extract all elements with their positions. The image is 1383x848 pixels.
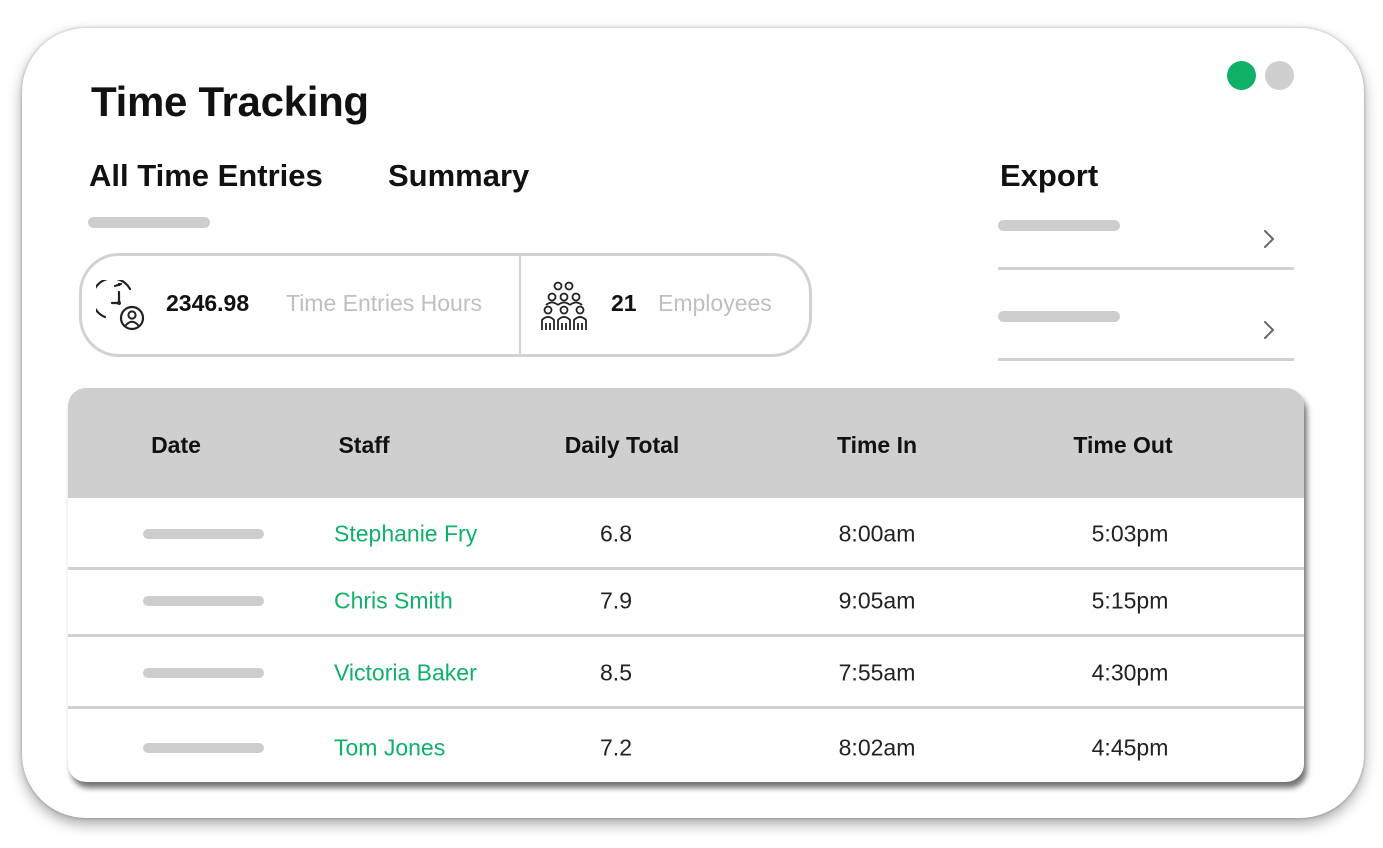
table-row[interactable]: Stephanie Fry 6.8 8:00am 5:03pm: [68, 498, 1304, 570]
daily-total: 8.5: [600, 659, 632, 686]
export-option-placeholder: [998, 311, 1120, 322]
column-header-date[interactable]: Date: [151, 432, 201, 458]
export-divider: [998, 358, 1294, 361]
staff-name[interactable]: Stephanie Fry: [334, 520, 478, 547]
active-tab-indicator: [88, 217, 210, 228]
export-option-placeholder: [998, 220, 1120, 231]
status-dot-active[interactable]: [1227, 61, 1256, 90]
daily-total: 7.2: [600, 734, 632, 761]
hours-label: Time Entries Hours: [286, 290, 482, 316]
time-in: 7:55am: [838, 659, 916, 686]
chevron-right-icon: [1264, 230, 1274, 248]
status-dot-inactive[interactable]: [1265, 61, 1294, 90]
group-icon: [541, 281, 587, 330]
employees-label: Employees: [658, 290, 772, 316]
daily-total: 7.9: [600, 587, 632, 614]
tab-summary[interactable]: Summary: [388, 158, 530, 193]
column-header-time-in[interactable]: Time In: [836, 432, 918, 458]
time-out: 4:30pm: [1091, 659, 1169, 686]
table-row[interactable]: Victoria Baker 8.5 7:55am 4:30pm: [68, 637, 1304, 709]
row-divider: [68, 567, 1304, 570]
export-divider: [998, 267, 1294, 270]
table-row[interactable]: Tom Jones 7.2 8:02am 4:45pm: [68, 712, 1304, 782]
tab-all-time-entries[interactable]: All Time Entries: [89, 158, 323, 193]
column-header-staff[interactable]: Staff: [338, 432, 390, 458]
time-in: 8:00am: [838, 520, 916, 547]
time-entries-table: Date Staff Daily Total Time In Time Out …: [68, 388, 1304, 782]
date-placeholder: [143, 529, 264, 539]
table-header: Date Staff Daily Total Time In Time Out: [68, 388, 1304, 498]
row-divider: [68, 706, 1304, 709]
column-header-time-out[interactable]: Time Out: [1073, 432, 1173, 458]
staff-name[interactable]: Chris Smith: [334, 587, 453, 614]
table-row[interactable]: Chris Smith 7.9 9:05am 5:15pm: [68, 565, 1304, 637]
clock-user-icon: [96, 280, 145, 331]
daily-total: 6.8: [600, 520, 632, 547]
column-header-daily-total[interactable]: Daily Total: [564, 432, 680, 458]
date-placeholder: [143, 596, 264, 606]
stats-panel: 2346.98 Time Entries Hours 21 Employees: [79, 253, 812, 357]
chevron-right-icon: [1264, 321, 1274, 339]
page-title: Time Tracking: [91, 78, 369, 125]
export-option-1[interactable]: [998, 220, 1294, 270]
employees-value: 21: [611, 290, 637, 316]
time-out: 4:45pm: [1091, 734, 1169, 761]
staff-name[interactable]: Victoria Baker: [334, 659, 477, 686]
stats-divider: [519, 256, 521, 354]
date-placeholder: [143, 668, 264, 678]
staff-name[interactable]: Tom Jones: [334, 734, 446, 761]
time-in: 8:02am: [838, 734, 916, 761]
row-divider: [68, 634, 1304, 637]
time-out: 5:15pm: [1091, 587, 1169, 614]
time-in: 9:05am: [838, 587, 916, 614]
hours-value: 2346.98: [166, 290, 250, 316]
export-option-2[interactable]: [998, 311, 1294, 361]
date-placeholder: [143, 743, 264, 753]
time-out: 5:03pm: [1091, 520, 1169, 547]
export-heading[interactable]: Export: [1000, 158, 1099, 193]
